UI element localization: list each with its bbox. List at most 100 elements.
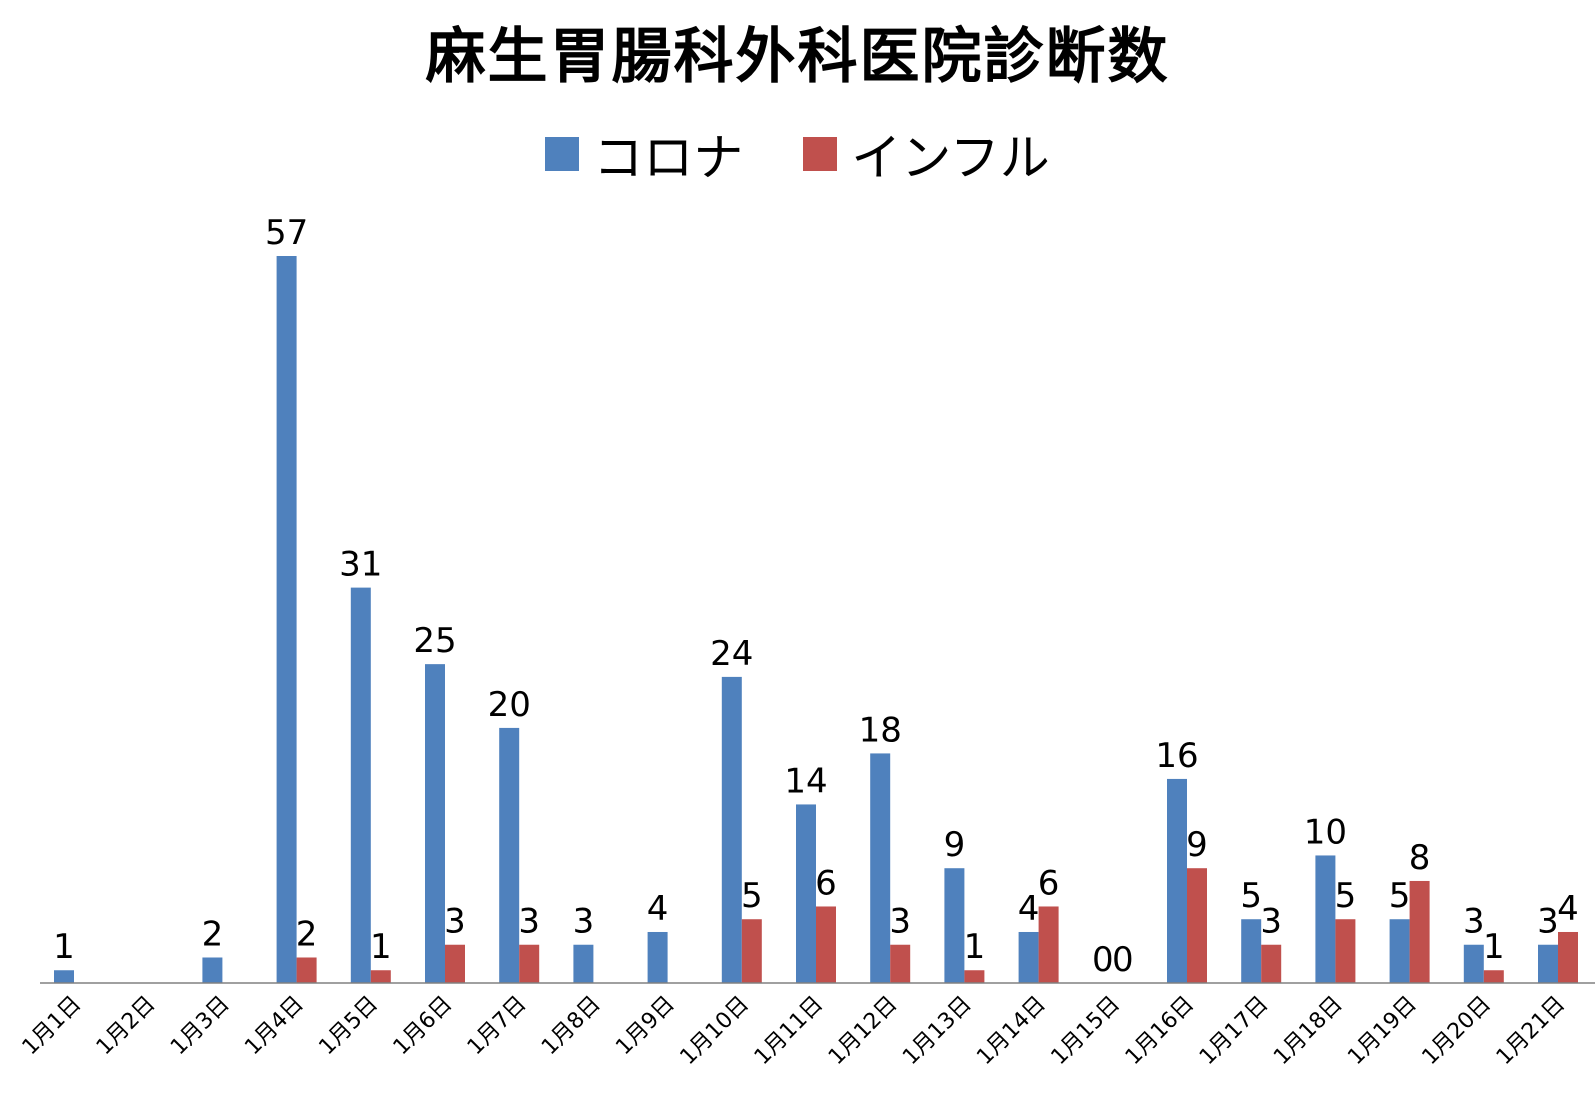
data-label-corona-6: 25 [413,621,456,661]
data-label-corona-13: 9 [944,825,966,865]
bar-corona-18 [1315,855,1336,983]
x-tick-label-4: 1月4日 [240,992,309,1061]
x-tick-label-17: 1月17日 [1195,992,1273,1070]
data-label-influenza-10: 5 [741,876,763,916]
bar-influenza-20 [1483,970,1504,983]
x-tick-label-12: 1月12日 [824,992,902,1070]
x-tick-label-5: 1月5日 [314,992,383,1061]
bar-corona-16 [1167,778,1187,983]
bar-influenza-13 [964,970,985,983]
data-label-corona-19: 5 [1389,876,1411,916]
bar-influenza-12 [890,944,911,983]
data-label-corona-17: 5 [1240,876,1262,916]
data-label-influenza-11: 6 [815,863,837,903]
x-tick-label-10: 1月10日 [676,992,754,1070]
data-label-corona-4: 57 [265,213,308,253]
x-tick-label-11: 1月11日 [750,992,828,1070]
legend: コロナ インフル [0,118,1595,190]
data-label-influenza-6: 3 [444,902,466,942]
data-label-influenza-13: 1 [964,927,986,967]
x-tick-label-16: 1月16日 [1121,992,1199,1070]
x-tick-label-6: 1月6日 [389,992,458,1061]
data-label-corona-21: 3 [1537,902,1559,942]
bar-corona-1 [54,970,74,983]
data-label-corona-11: 14 [784,761,827,801]
bar-influenza-5 [370,970,391,983]
data-label-corona-1: 1 [53,927,75,967]
bar-influenza-17 [1261,944,1282,983]
bar-influenza-16 [1187,868,1207,983]
bar-corona-21 [1538,944,1558,983]
bar-corona-3 [202,957,223,983]
bar-corona-6 [425,664,445,983]
bar-influenza-4 [296,957,317,983]
data-label-corona-9: 4 [647,889,669,929]
data-label-influenza-5: 1 [370,927,392,967]
data-label-influenza-20: 1 [1483,927,1505,967]
data-label-influenza-4: 2 [296,914,318,954]
data-label-influenza-19: 8 [1409,838,1431,878]
x-tick-label-3: 1月3日 [166,992,235,1061]
bar-corona-7 [499,727,520,983]
data-label-corona-14: 4 [1018,889,1040,929]
data-label-influenza-12: 3 [889,902,911,942]
data-label-corona-3: 2 [202,914,224,954]
bar-influenza-19 [1409,880,1430,983]
data-label-corona-20: 3 [1463,902,1485,942]
bar-corona-14 [1018,931,1039,983]
x-tick-label-21: 1月21日 [1492,992,1570,1070]
data-label-influenza-16: 9 [1186,825,1208,865]
data-label-corona-7: 20 [488,685,531,725]
data-label-corona-8: 3 [573,902,595,942]
data-label-corona-15: 0 [1092,940,1114,980]
x-tick-label-14: 1月14日 [972,992,1050,1070]
x-tick-label-7: 1月7日 [463,992,532,1061]
x-tick-label-1: 1月1日 [18,992,87,1061]
data-label-influenza-14: 6 [1038,863,1060,903]
bar-corona-4 [276,256,297,983]
data-label-influenza-7: 3 [518,902,540,942]
data-label-corona-10: 24 [710,634,753,674]
data-label-influenza-15: 0 [1112,940,1134,980]
x-tick-label-15: 1月15日 [1047,992,1125,1070]
legend-item-influenza: インフル [803,118,1050,190]
bar-influenza-14 [1038,906,1059,983]
bar-corona-13 [944,868,965,983]
x-tick-label-20: 1月20日 [1418,992,1496,1070]
data-label-influenza-17: 3 [1260,902,1282,942]
bar-corona-10 [721,676,742,983]
bar-influenza-7 [519,944,540,983]
x-tick-label-19: 1月19日 [1343,992,1421,1070]
x-tick-label-9: 1月9日 [611,992,680,1061]
bar-corona-9 [647,931,668,983]
bar-influenza-18 [1335,919,1356,983]
x-tick-label-2: 1月2日 [92,992,161,1061]
bar-corona-17 [1241,919,1262,983]
data-label-corona-12: 18 [859,710,902,750]
data-label-corona-18: 10 [1304,812,1347,852]
bar-influenza-21 [1558,931,1578,983]
bar-influenza-10 [741,919,762,983]
data-label-corona-16: 16 [1155,736,1198,776]
data-label-corona-5: 31 [339,545,382,585]
x-tick-label-18: 1月18日 [1269,992,1347,1070]
data-label-influenza-18: 5 [1335,876,1357,916]
legend-label-influenza: インフル [851,129,1050,187]
bar-corona-11 [796,804,816,983]
bar-corona-12 [870,753,891,983]
legend-swatch-influenza [803,137,838,171]
bar-influenza-6 [445,944,465,983]
chart-title: 麻生胃腸科外科医院診断数 [425,22,1170,92]
x-tick-label-13: 1月13日 [898,992,976,1070]
bar-corona-5 [350,587,371,983]
bar-corona-19 [1389,919,1410,983]
bar-corona-8 [573,944,594,983]
data-label-influenza-21: 4 [1557,889,1579,929]
bar-influenza-11 [816,906,836,983]
x-tick-label-8: 1月8日 [537,992,606,1061]
legend-swatch-corona [545,137,580,171]
legend-item-corona: コロナ [545,118,743,190]
legend-label-corona: コロナ [593,129,744,187]
bar-corona-20 [1463,944,1484,983]
